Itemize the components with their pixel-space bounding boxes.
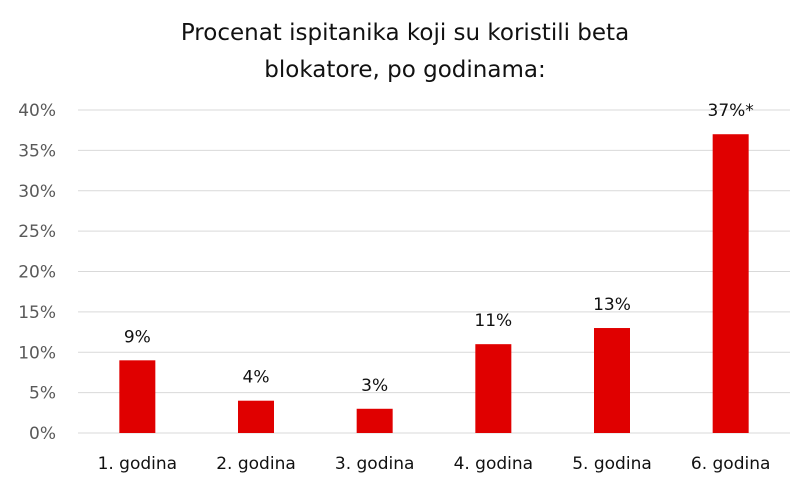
y-tick-label: 20% bbox=[18, 263, 56, 283]
chart-title-line-2: blokatore, po godinama: bbox=[264, 57, 545, 83]
x-category-label: 4. godina bbox=[454, 454, 534, 474]
bar bbox=[238, 400, 274, 433]
bar bbox=[475, 344, 512, 433]
y-tick-label: 15% bbox=[18, 303, 56, 323]
x-category-label: 2. godina bbox=[216, 454, 296, 474]
x-category-label: 1. godina bbox=[98, 454, 178, 474]
bar bbox=[712, 134, 749, 433]
y-tick-label: 25% bbox=[18, 222, 56, 242]
y-tick-label: 5% bbox=[29, 384, 56, 404]
x-category-label: 5. godina bbox=[572, 454, 652, 474]
y-tick-label: 0% bbox=[29, 424, 56, 444]
bar bbox=[594, 328, 630, 433]
x-category-label: 6. godina bbox=[691, 454, 771, 474]
y-tick-label: 35% bbox=[18, 141, 56, 161]
y-tick-label: 30% bbox=[18, 182, 56, 202]
data-label: 4% bbox=[243, 368, 270, 388]
data-label: 3% bbox=[361, 376, 388, 396]
y-tick-label: 10% bbox=[18, 343, 56, 363]
data-label: 11% bbox=[474, 311, 512, 331]
bar bbox=[356, 408, 393, 433]
chart-title-line-1: Procenat ispitanika koji su koristili be… bbox=[181, 20, 629, 46]
data-label: 13% bbox=[593, 295, 631, 315]
y-tick-label: 40% bbox=[18, 101, 56, 121]
bar bbox=[119, 360, 156, 433]
data-label: 37%* bbox=[708, 101, 754, 121]
x-category-label: 3. godina bbox=[335, 454, 415, 474]
data-label: 9% bbox=[124, 327, 151, 347]
